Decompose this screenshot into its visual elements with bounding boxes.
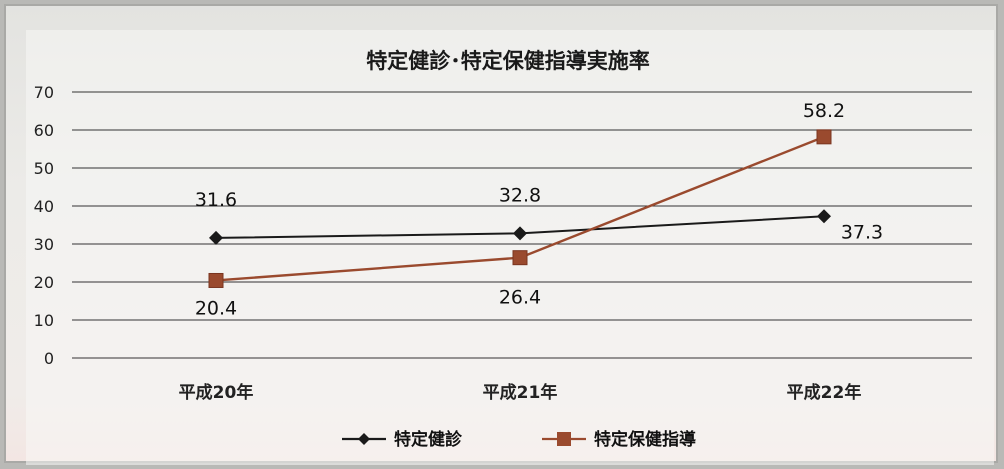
line-chart: 特定健診･特定保健指導実施率 0 10 20 30 40 50 60 70 平成20年 平成21… <box>34 49 972 450</box>
data-point-square <box>512 250 528 266</box>
legend-label: 特定健診 <box>394 429 463 450</box>
y-tick-label: 60 <box>34 121 54 140</box>
y-axis-ticks: 0 10 20 30 40 50 60 70 <box>34 83 54 368</box>
data-point-diamond <box>209 230 223 245</box>
y-tick-label: 30 <box>34 235 54 254</box>
data-point-square <box>208 272 224 288</box>
legend-label: 特定保健指導 <box>594 429 696 450</box>
data-label: 31.6 <box>195 189 237 211</box>
data-label: 20.4 <box>195 297 237 319</box>
legend: 特定健診 特定保健指導 <box>342 429 696 450</box>
data-label: 32.8 <box>499 184 541 206</box>
data-label: 37.3 <box>841 221 883 243</box>
data-point-square <box>816 129 832 145</box>
y-tick-label: 0 <box>44 349 54 368</box>
legend-square-icon <box>557 432 571 446</box>
y-tick-label: 20 <box>34 273 54 292</box>
y-tick-label: 50 <box>34 159 54 178</box>
y-tick-label: 70 <box>34 83 54 102</box>
x-category-label: 平成21年 <box>483 382 558 403</box>
series-group <box>208 129 832 288</box>
chart-title: 特定健診･特定保健指導実施率 <box>366 49 650 73</box>
chart-panel <box>26 30 994 465</box>
data-label: 58.2 <box>803 100 845 122</box>
legend-diamond-icon <box>358 433 370 445</box>
data-point-diamond <box>513 226 527 241</box>
x-category-label: 平成22年 <box>787 382 862 403</box>
x-axis-categories: 平成20年 平成21年 平成22年 <box>179 382 862 403</box>
y-tick-label: 10 <box>34 311 54 330</box>
x-category-label: 平成20年 <box>179 382 254 403</box>
chart-frame: 特定健診･特定保健指導実施率 0 10 20 30 40 50 60 70 平成20年 平成21… <box>4 4 998 465</box>
y-tick-label: 40 <box>34 197 54 216</box>
data-point-diamond <box>817 209 831 224</box>
data-labels: 31.6 32.8 37.3 20.4 26.4 58.2 <box>195 100 883 320</box>
data-label: 26.4 <box>499 287 541 309</box>
